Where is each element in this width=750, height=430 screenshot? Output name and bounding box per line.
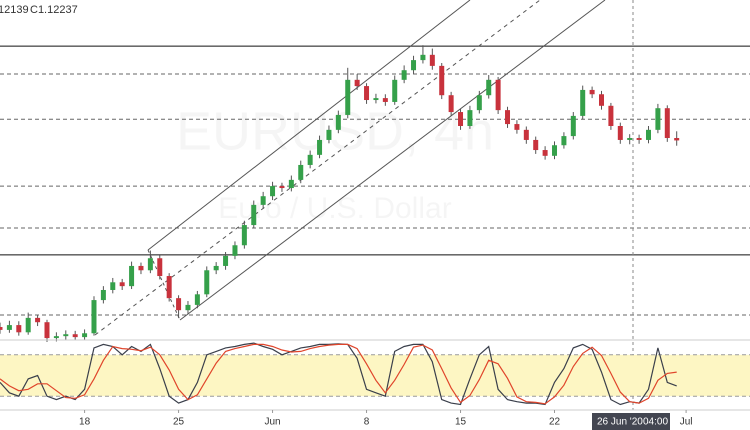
candle-body xyxy=(35,317,41,323)
candle-body xyxy=(166,276,172,299)
candle-body xyxy=(185,304,191,311)
candle-body xyxy=(176,298,182,311)
candle-body xyxy=(514,124,520,130)
channel-edge xyxy=(147,249,181,321)
oscillator-line xyxy=(0,343,677,405)
candle-body xyxy=(570,115,576,137)
candle-body xyxy=(392,79,398,102)
candle-body xyxy=(354,79,360,87)
crosshair-label-box xyxy=(592,413,670,430)
candle-body xyxy=(617,125,623,140)
candle-body xyxy=(382,98,388,102)
candle-body xyxy=(345,79,351,115)
crosshair-time: 04:00 xyxy=(643,417,668,428)
candle-body xyxy=(552,145,558,156)
candle-body xyxy=(129,265,135,287)
candle-body xyxy=(91,300,97,334)
candle-body xyxy=(664,108,670,139)
candle-body xyxy=(119,282,125,287)
candle-body xyxy=(411,60,417,71)
candle-body xyxy=(458,112,464,126)
candle-body xyxy=(270,186,276,197)
candle-body xyxy=(476,95,482,111)
channel-upper xyxy=(147,0,471,251)
candle-body xyxy=(307,154,313,165)
candle-body xyxy=(467,110,473,126)
candle-body xyxy=(627,138,633,140)
candle-body xyxy=(326,129,332,140)
candle-body xyxy=(241,225,247,246)
candle-body xyxy=(533,139,539,151)
candle-body xyxy=(72,334,78,338)
candle-body xyxy=(110,282,116,290)
x-tick-label: 25 xyxy=(173,417,185,428)
candle-body xyxy=(138,265,144,271)
candle-body xyxy=(420,54,426,61)
candle-body xyxy=(16,325,22,333)
candle-body xyxy=(25,317,31,333)
candle-body xyxy=(63,334,69,337)
candle-body xyxy=(251,204,257,226)
x-tick-label: 22 xyxy=(549,417,561,428)
candle-body xyxy=(645,129,651,140)
candle-body xyxy=(636,138,642,140)
candle-body xyxy=(147,258,153,271)
candle-body xyxy=(495,79,501,111)
candle-body xyxy=(44,322,50,339)
crosshair-date: 26 Jun '20 xyxy=(597,417,643,428)
candle-body xyxy=(608,105,614,126)
x-tick-label: Jun xyxy=(264,417,280,428)
candle-body xyxy=(6,325,12,330)
candle-body xyxy=(486,79,492,96)
x-tick-label: 8 xyxy=(364,417,370,428)
candle-body xyxy=(223,255,229,266)
close-label: C1.12237 xyxy=(30,4,78,16)
candle-body xyxy=(260,196,266,205)
candle-body xyxy=(279,186,285,189)
candle-body xyxy=(335,114,341,130)
candle-body xyxy=(505,110,511,125)
x-tick-label: 15 xyxy=(455,417,467,428)
candle-body xyxy=(232,245,238,256)
candle-body xyxy=(53,336,59,339)
candle-body xyxy=(100,289,106,301)
candle-body xyxy=(317,139,323,155)
time-axis xyxy=(0,410,750,430)
candle-body xyxy=(655,108,661,130)
candle-body xyxy=(580,89,586,116)
candle-body xyxy=(364,86,370,101)
candle-body xyxy=(448,95,454,113)
candle-body xyxy=(401,70,407,80)
candle-body xyxy=(589,89,595,95)
candle-body xyxy=(523,129,529,140)
x-tick-label: 18 xyxy=(79,417,91,428)
candle-body xyxy=(82,333,88,338)
candle-body xyxy=(542,150,548,156)
candle-body xyxy=(213,265,219,271)
candle-body xyxy=(204,270,210,295)
channel-drawing xyxy=(94,0,606,336)
channel-lower xyxy=(179,0,606,321)
candle-body xyxy=(429,54,435,66)
candle-body xyxy=(373,98,379,101)
candle-body xyxy=(194,294,200,305)
candle-body xyxy=(674,138,680,141)
channel-median xyxy=(94,0,541,336)
candle-body xyxy=(298,164,304,180)
candle-body xyxy=(561,136,567,146)
oscillator-band xyxy=(0,354,750,397)
candle-body xyxy=(288,179,294,189)
ohlc-fragment: 12139 xyxy=(0,4,29,16)
candle-body xyxy=(439,65,445,96)
x-tick-label: Jul xyxy=(680,417,693,428)
watermark: EURUSD, 4h xyxy=(176,101,494,161)
candle-body xyxy=(157,258,163,277)
candle-body xyxy=(599,94,605,106)
candle-body xyxy=(0,327,3,330)
